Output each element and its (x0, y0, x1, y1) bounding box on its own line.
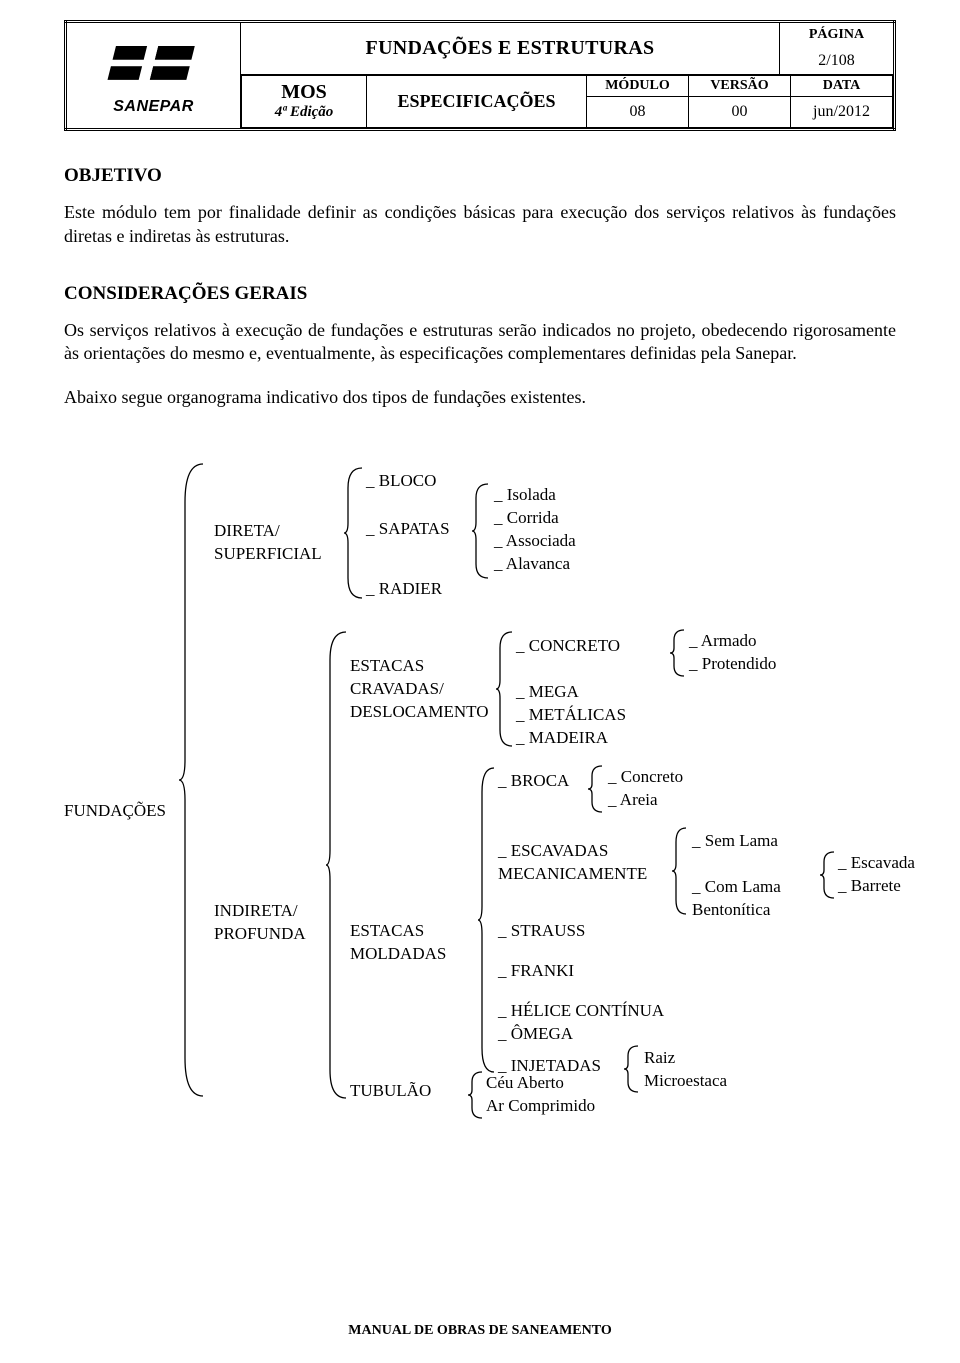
og-esc-escavada: _ Escavada (838, 852, 915, 875)
og-injetadas-children: Raiz Microestaca (644, 1047, 727, 1093)
mos-cell: MOS 4ª Edição (242, 76, 367, 128)
og-franki: _ FRANKI (498, 960, 574, 983)
og-crav-metal: _ METÁLICAS (516, 704, 626, 727)
og-crav-madeira: _ MADEIRA (516, 727, 626, 750)
og-crav-mega: _ MEGA (516, 681, 626, 704)
footer-text: MANUAL DE OBRAS DE SANEAMENTO (0, 1323, 960, 1339)
modulo-label: MÓDULO (605, 78, 670, 93)
og-broca-areia: _ Areia (608, 789, 683, 812)
og-conc-armado: _ Armado (689, 630, 776, 653)
esp-title: ESPECIFICAÇÕES (371, 91, 582, 112)
brace-injetadas (622, 1044, 642, 1094)
versao-label: VERSÃO (710, 78, 768, 93)
heading-objetivo: OBJETIVO (64, 165, 896, 187)
og-omega: _ ÔMEGA (498, 1023, 573, 1046)
og-sapatas: _ SAPATAS (366, 518, 450, 541)
og-tubulao-children: Céu Aberto Ar Comprimido (486, 1072, 595, 1118)
og-escmec-children: _ Sem Lama _ Com Lama Bentonítica (692, 830, 781, 922)
og-esc-barrete: _ Barrete (838, 875, 915, 898)
data-label: DATA (823, 78, 861, 93)
og-esc-comlama-l1: _ Com Lama (692, 876, 781, 899)
header-row2-cell: MOS 4ª Edição ESPECIFICAÇÕES MÓDULO VERS… (241, 75, 895, 130)
og-strauss: _ STRAUSS (498, 920, 585, 943)
og-direta-l1: DIRETA/ (214, 520, 322, 543)
organogram: FUNDAÇÕES DIRETA/ SUPERFICIAL INDIRETA/ … (64, 430, 896, 1125)
brace-escmec (670, 826, 690, 916)
mos-line1: MOS (246, 81, 362, 104)
og-cravadas-l3: DESLOCAMENTO (350, 701, 489, 724)
logo-text: SANEPAR (113, 98, 194, 116)
pagina-value: 2/108 (780, 48, 893, 74)
pagina-label: PÁGINA (780, 23, 893, 48)
og-indireta-l2: PROFUNDA (214, 923, 306, 946)
og-cravadas-l2: CRAVADAS/ (350, 678, 489, 701)
og-moldadas-l1: ESTACAS (350, 920, 446, 943)
og-cravadas-children: _ CONCRETO _ MEGA _ METÁLICAS _ MADEIRA (516, 635, 626, 750)
brace-cravadas (494, 630, 516, 748)
og-direta: DIRETA/ SUPERFICIAL (214, 520, 322, 566)
para-consid-1: Os serviços relativos à execução de fund… (64, 319, 896, 367)
og-escmec-l1: _ ESCAVADAS (498, 840, 647, 863)
og-broca-concreto: _ Concreto (608, 766, 683, 789)
og-moldadas: ESTACAS MOLDADAS (350, 920, 446, 966)
sanepar-logo-icon (99, 40, 209, 96)
modulo-value: 08 (630, 103, 646, 120)
logo-cell: SANEPAR (66, 22, 241, 130)
og-sap-corrida: _ Corrida (494, 507, 576, 530)
brace-direta (342, 466, 366, 600)
para-objetivo: Este módulo tem por finalidade definir a… (64, 201, 896, 249)
versao-value: 00 (732, 103, 748, 120)
og-moldadas-l2: MOLDADAS (350, 943, 446, 966)
og-escmec-l2: MECANICAMENTE (498, 863, 647, 886)
og-root: FUNDAÇÕES (64, 800, 166, 823)
brace-bentonitica (818, 850, 838, 900)
doc-title: FUNDAÇÕES E ESTRUTURAS (245, 37, 775, 60)
brace-sapatas (470, 482, 492, 580)
og-escmec-grandchildren: _ Escavada _ Barrete (838, 852, 915, 898)
og-crav-concreto: _ CONCRETO (516, 635, 626, 658)
mos-line2: 4ª Edição (246, 104, 362, 121)
og-helice: _ HÉLICE CONTÍNUA (498, 1000, 664, 1023)
pagina-cell: PÁGINA 2/108 (780, 22, 895, 75)
brace-broca (586, 764, 606, 814)
og-cravadas-l1: ESTACAS (350, 655, 489, 678)
doc-title-cell: FUNDAÇÕES E ESTRUTURAS (241, 22, 780, 75)
og-escmec: _ ESCAVADAS MECANICAMENTE (498, 840, 647, 886)
heading-consideracoes: CONSIDERAÇÕES GERAIS (64, 283, 896, 305)
brace-moldadas (476, 766, 498, 1074)
og-sap-alavanca: _ Alavanca (494, 553, 576, 576)
og-bloco: _ BLOCO (366, 470, 436, 493)
og-radier: _ RADIER (366, 578, 442, 601)
og-broca: _ BROCA (498, 770, 569, 793)
og-concreto-children: _ Armado _ Protendido (689, 630, 776, 676)
logo-box: SANEPAR (71, 34, 236, 118)
og-indireta-l1: INDIRETA/ (214, 900, 306, 923)
og-inj-micro: Microestaca (644, 1070, 727, 1093)
og-tub-ar: Ar Comprimido (486, 1095, 595, 1118)
og-indireta: INDIRETA/ PROFUNDA (214, 900, 306, 946)
og-sap-isolada: _ Isolada (494, 484, 576, 507)
para-consid-2: Abaixo segue organograma indicativo dos … (64, 386, 896, 410)
brace-indireta (324, 630, 350, 1100)
og-sap-associada: _ Associada (494, 530, 576, 553)
og-cravadas: ESTACAS CRAVADAS/ DESLOCAMENTO (350, 655, 489, 724)
og-broca-children: _ Concreto _ Areia (608, 766, 683, 812)
og-tub-ceu: Céu Aberto (486, 1072, 595, 1095)
og-conc-protend: _ Protendido (689, 653, 776, 676)
brace-root (177, 462, 207, 1098)
og-direta-l2: SUPERFICIAL (214, 543, 322, 566)
og-sapatas-children: _ Isolada _ Corrida _ Associada _ Alavan… (494, 484, 576, 576)
esp-cell: ESPECIFICAÇÕES (367, 76, 587, 128)
og-tubulao: TUBULÃO (350, 1080, 431, 1103)
brace-concreto (668, 628, 688, 678)
og-esc-comlama-l2: Bentonítica (692, 899, 781, 922)
header-table: SANEPAR FUNDAÇÕES E ESTRUTURAS PÁGINA 2/… (64, 20, 896, 131)
og-inj-raiz: Raiz (644, 1047, 727, 1070)
data-value: jun/2012 (813, 103, 870, 120)
brace-tubulao (466, 1070, 486, 1120)
og-esc-semlama: _ Sem Lama (692, 830, 781, 853)
